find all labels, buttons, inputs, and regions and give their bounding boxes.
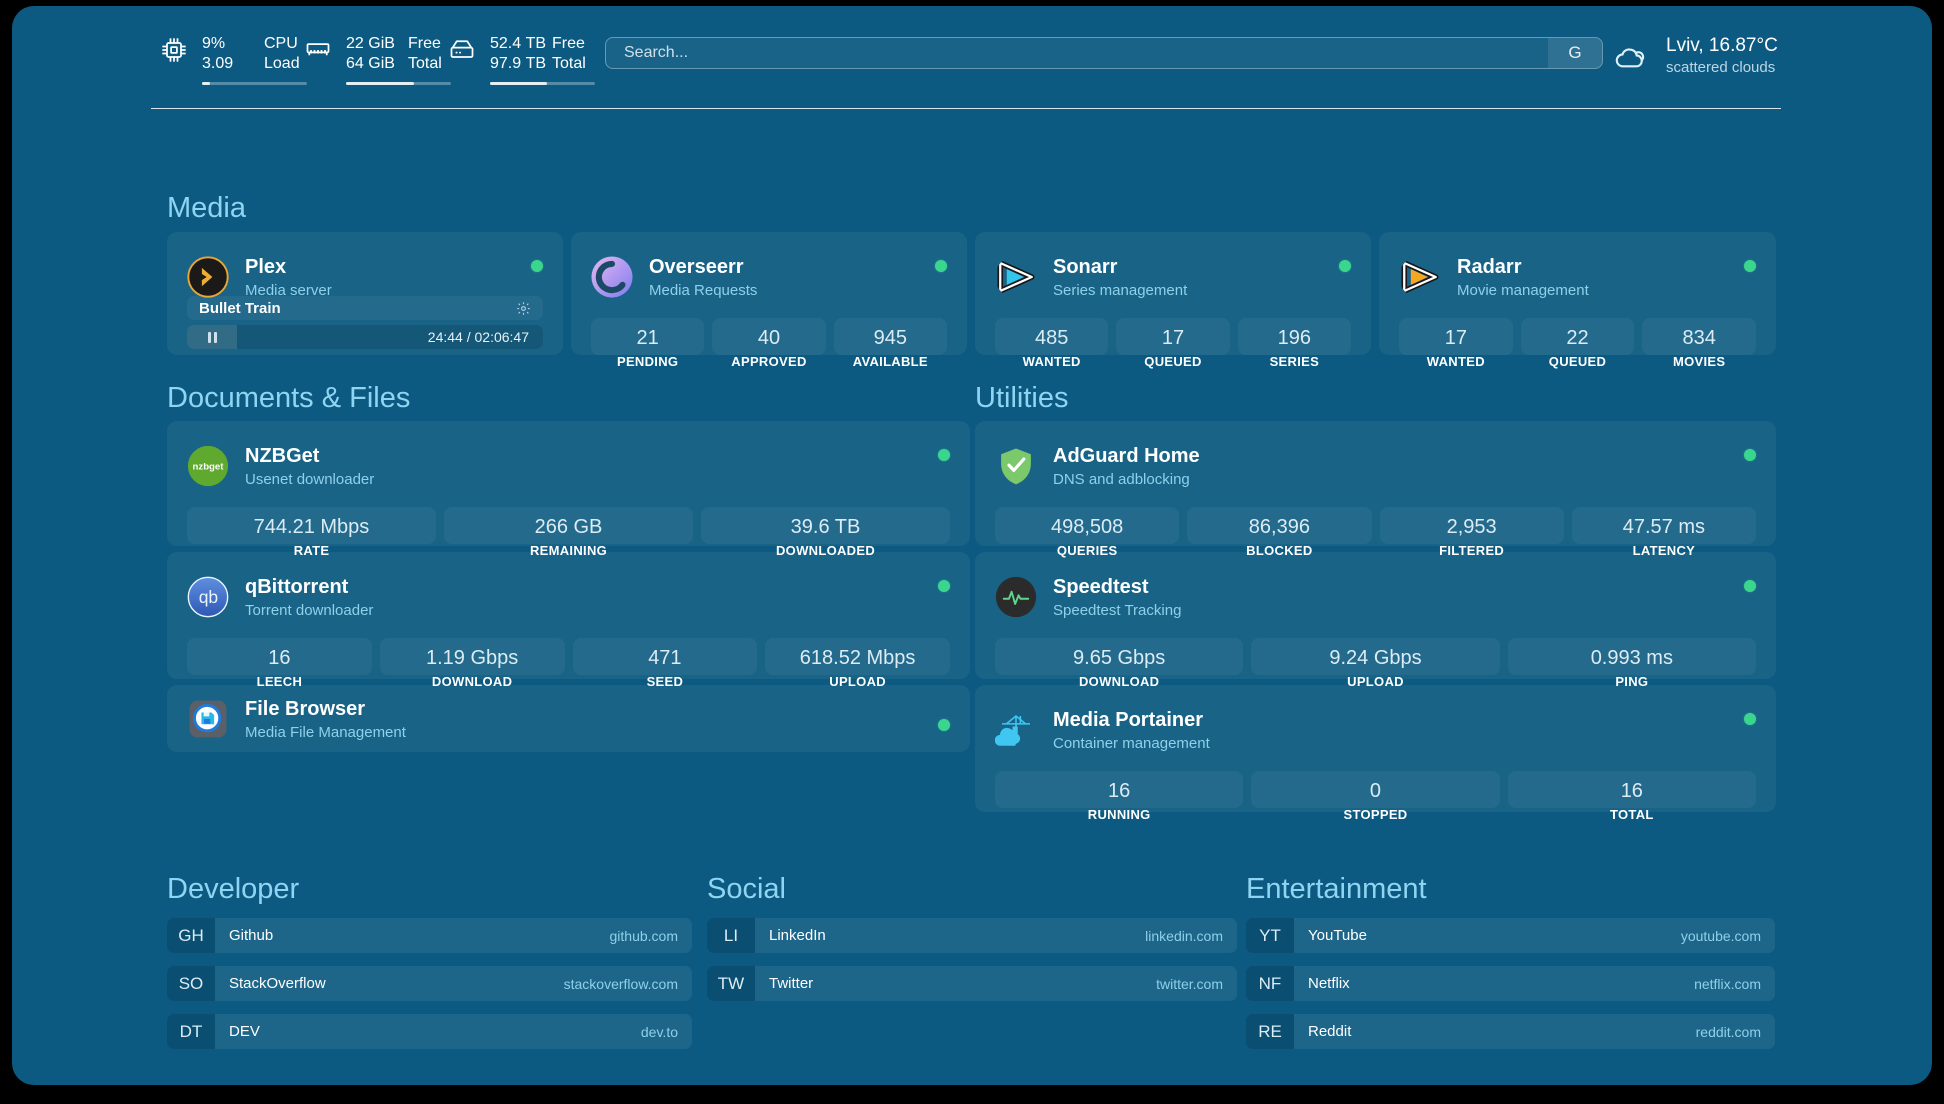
svg-text:qb: qb xyxy=(199,587,218,607)
svg-text:nzbget: nzbget xyxy=(193,462,225,473)
